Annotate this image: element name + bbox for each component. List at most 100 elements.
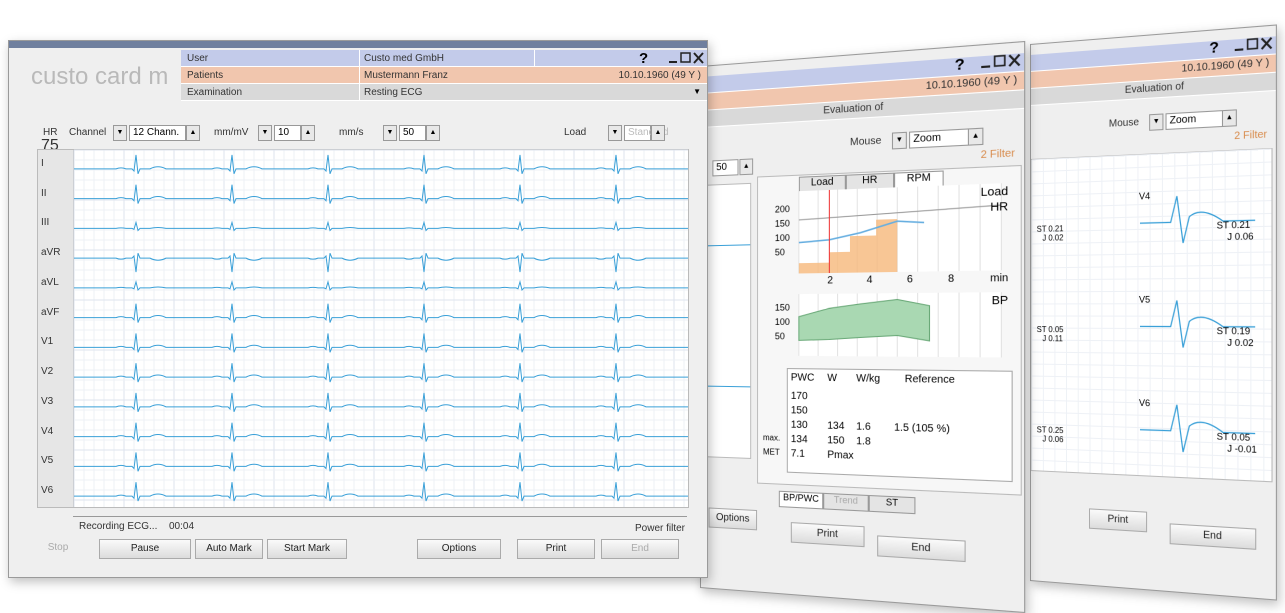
time-axis — [73, 508, 687, 517]
info-value: Resting ECG — [364, 87, 422, 98]
info-label: Examination — [187, 87, 242, 98]
grid-line — [1032, 400, 1272, 406]
table-cell: 130 — [791, 419, 808, 431]
window-controls — [667, 51, 705, 65]
lead-label: V6 — [1139, 398, 1150, 409]
dropdown-arrow-box: ▼ — [258, 125, 272, 141]
button[interactable]: Auto Mark — [195, 539, 263, 559]
lead-label: V5 — [41, 455, 53, 466]
dropdown-arrow-box: ▲ — [651, 125, 665, 141]
dropdown-value: 12 Chann. — [129, 125, 186, 141]
close-icon — [1009, 54, 1019, 66]
minimize-icon — [981, 66, 990, 67]
table-cell: max. — [763, 433, 780, 443]
grid-line — [1032, 188, 1272, 196]
dropdown-arrow-box: ▼ — [892, 132, 907, 150]
load-area — [799, 219, 897, 273]
grid-line — [1032, 424, 1272, 432]
y-tick-label: 150 — [775, 302, 790, 312]
filter-label: 2 Filter — [1234, 129, 1267, 142]
dropdown-value: Zoom — [909, 128, 969, 148]
window-controls — [1233, 35, 1274, 53]
grid-line — [1032, 278, 1272, 280]
button[interactable]: Stop — [33, 539, 83, 557]
button[interactable]: Pause — [99, 539, 191, 559]
button[interactable]: Print — [791, 522, 865, 547]
info-label: User — [187, 53, 208, 64]
info-row — [181, 84, 707, 101]
close-icon — [1262, 38, 1272, 49]
ecg-trace — [74, 393, 688, 412]
button[interactable]: Print — [1089, 508, 1147, 532]
ecg-trace — [74, 482, 688, 501]
x-tick-label: 6 — [907, 274, 913, 286]
dropdown-arrow-box: ▼ — [608, 125, 622, 141]
button[interactable]: Options — [709, 507, 757, 530]
info-value: Mustermann Franz — [364, 70, 448, 81]
window-controls — [979, 52, 1022, 70]
elapsed-time: 00:04 — [169, 521, 194, 532]
table-header: W/kg — [856, 373, 880, 385]
button[interactable]: Start Mark — [267, 539, 347, 559]
button[interactable]: Options — [417, 539, 501, 559]
table-cell: 1.8 — [856, 436, 871, 448]
st-value: ST 0.25 — [1037, 425, 1064, 435]
toolbar-label: mm/mV — [214, 127, 248, 138]
maximize-icon — [681, 53, 690, 62]
toolbar-label: Channel — [69, 127, 106, 138]
grid-line — [1032, 265, 1272, 268]
chart-label: HR — [990, 200, 1008, 214]
grid-line — [1032, 352, 1272, 355]
dropdown-value: 50 — [399, 125, 426, 141]
lead-label: aVF — [41, 307, 59, 318]
y-tick-label: 200 — [775, 204, 790, 215]
table-cell: 150 — [791, 405, 808, 417]
tab[interactable]: Trend — [823, 493, 869, 512]
lead-column — [37, 149, 75, 508]
chart-label: Load — [981, 185, 1009, 199]
button[interactable]: End — [1170, 523, 1257, 550]
j-value: J 0.06 — [1227, 231, 1253, 242]
ecg-trace — [74, 253, 688, 272]
table-cell: MET — [763, 447, 780, 457]
ecg-trace — [74, 452, 688, 471]
dropdown-arrow-box: ▼ — [1149, 113, 1163, 130]
button[interactable]: Print — [517, 539, 595, 559]
lead-label: II — [41, 188, 47, 199]
filter-label: Power filter — [635, 523, 685, 534]
lead-label: V2 — [41, 366, 53, 377]
j-value: J -0.01 — [1227, 443, 1257, 455]
help-button[interactable]: ? — [1209, 39, 1219, 58]
y-tick-label: 100 — [775, 233, 790, 244]
dropdown-value: 50 — [712, 159, 738, 176]
bp-chart — [799, 292, 1002, 357]
dropdown-arrow: ▼ — [693, 87, 701, 96]
grid-line — [1032, 291, 1272, 292]
j-value: J 0.11 — [1042, 334, 1062, 343]
button[interactable]: End — [877, 535, 966, 562]
dropdown-value: Zoom — [1166, 110, 1224, 130]
help-button[interactable]: ? — [639, 50, 648, 67]
button[interactable]: End — [601, 539, 679, 559]
grid-line — [1032, 175, 1272, 184]
y-tick-label: 100 — [775, 317, 790, 327]
table-header: Reference — [905, 374, 955, 386]
tab[interactable]: BP/PWC — [779, 491, 823, 510]
y-tick-label: 50 — [775, 247, 785, 257]
mouse-label: Mouse — [850, 135, 881, 148]
ecg-strip — [701, 183, 751, 459]
dropdown-arrow-box: ▲ — [301, 125, 315, 141]
grid-line — [1032, 149, 1272, 160]
dropdown-value: Standard — [624, 125, 651, 141]
grid-line — [1032, 364, 1272, 368]
table-cell: 134 — [791, 434, 808, 446]
help-button[interactable]: ? — [955, 55, 965, 74]
table-cell: 1.6 — [856, 421, 871, 433]
lead-label: V3 — [41, 396, 53, 407]
maximize-icon — [1248, 39, 1258, 49]
tab[interactable]: ST — [869, 495, 916, 514]
load-chart — [799, 183, 1002, 273]
